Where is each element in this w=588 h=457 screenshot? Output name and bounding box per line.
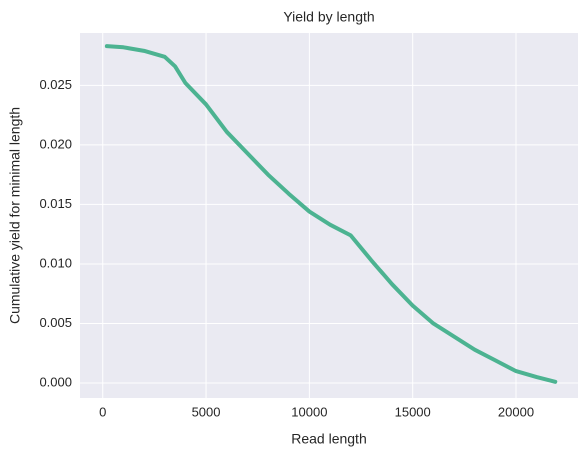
x-axis-label: Read length bbox=[291, 431, 367, 447]
chart-title: Yield by length bbox=[283, 9, 374, 25]
plot-area bbox=[80, 33, 578, 398]
x-tick-label: 10000 bbox=[291, 404, 327, 419]
y-tick-label: 0.000 bbox=[39, 374, 72, 389]
y-tick-label: 0.025 bbox=[39, 77, 72, 92]
x-tick-label: 5000 bbox=[192, 404, 221, 419]
x-tick-label: 15000 bbox=[395, 404, 431, 419]
y-axis-label: Cumulative yield for minimal length bbox=[7, 107, 23, 324]
y-tick-label: 0.010 bbox=[39, 255, 72, 270]
y-tick-label: 0.005 bbox=[39, 315, 72, 330]
x-tick-label: 20000 bbox=[498, 404, 534, 419]
x-tick-label: 0 bbox=[99, 404, 106, 419]
y-tick-label: 0.020 bbox=[39, 136, 72, 151]
y-tick-label: 0.015 bbox=[39, 196, 72, 211]
data-line bbox=[104, 44, 558, 384]
